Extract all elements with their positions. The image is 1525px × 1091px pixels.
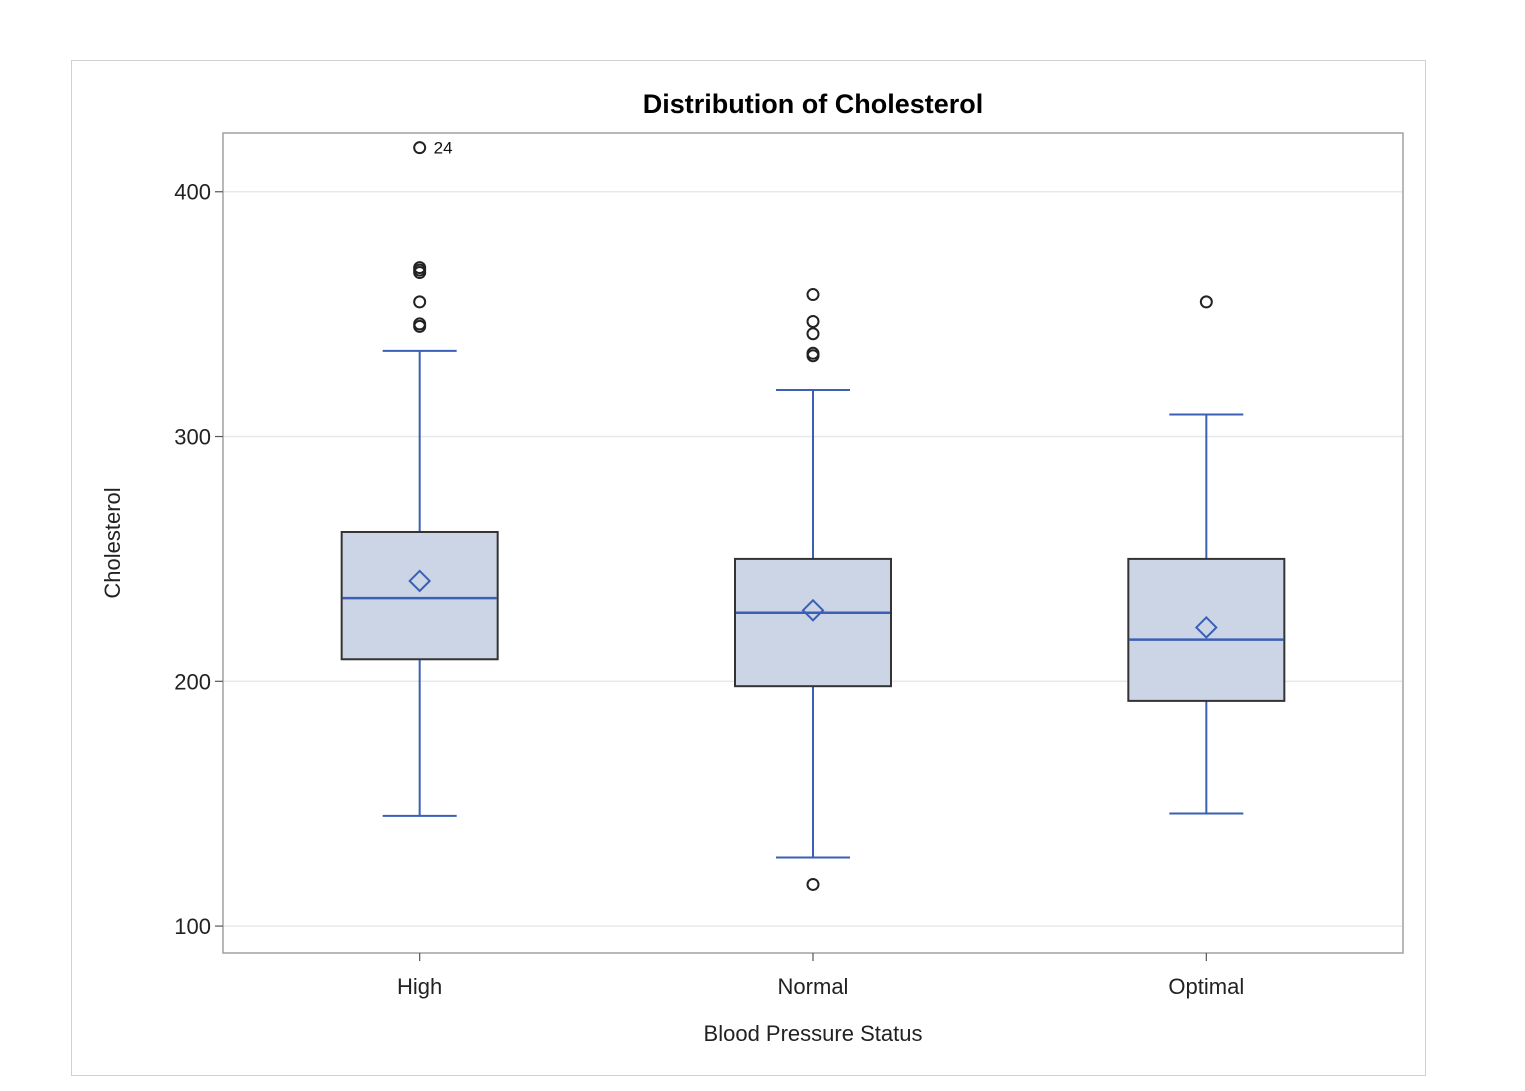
outlier-optimal-0 [1199,295,1213,309]
x-axis-label: Blood Pressure Status [704,1021,923,1046]
mean-marker-optimal [1194,616,1218,639]
x-tick-label-normal: Normal [778,974,849,999]
outlier-label-high-0: 24 [434,139,453,158]
outlier-high-0 [413,141,427,155]
y-tick-label-200: 200 [174,669,211,694]
box-plot-chart: Distribution of Cholesterol 100 200 300 400… [100,89,1404,1046]
outlier-normal-3 [806,327,820,341]
box-group-optimal [1127,295,1286,815]
outlier-normal-1 [806,288,820,302]
x-tick-label-optimal: Optimal [1168,974,1244,999]
box-group-high: 24 [340,139,499,817]
outlier-normal-0 [806,877,820,891]
outlier-normal-5 [806,349,820,363]
outlier-normal-2 [806,314,820,328]
mean-marker-high [408,569,432,593]
chart-frame: Distribution of Cholesterol 100 200 300 400… [71,60,1426,1076]
y-tick-label-100: 100 [174,914,211,939]
boxes: 24 [340,139,1286,891]
x-tick-label-high: High [397,974,442,999]
box-group-normal [734,288,892,891]
outlier-high-3 [413,266,427,280]
chart-title: Distribution of Cholesterol [643,89,984,119]
outlier-high-6 [413,319,427,333]
box-high [340,530,499,661]
box-optimal [1127,557,1286,702]
y-axis: 100 200 300 400 [174,180,223,939]
y-tick-label-400: 400 [174,180,211,205]
mean-marker-normal [801,598,825,622]
y-axis-label: Cholesterol [100,487,125,598]
outlier-high-4 [413,295,427,309]
y-tick-label-300: 300 [174,425,211,450]
box-normal [734,557,892,688]
x-axis: High Normal Optimal [397,953,1244,999]
